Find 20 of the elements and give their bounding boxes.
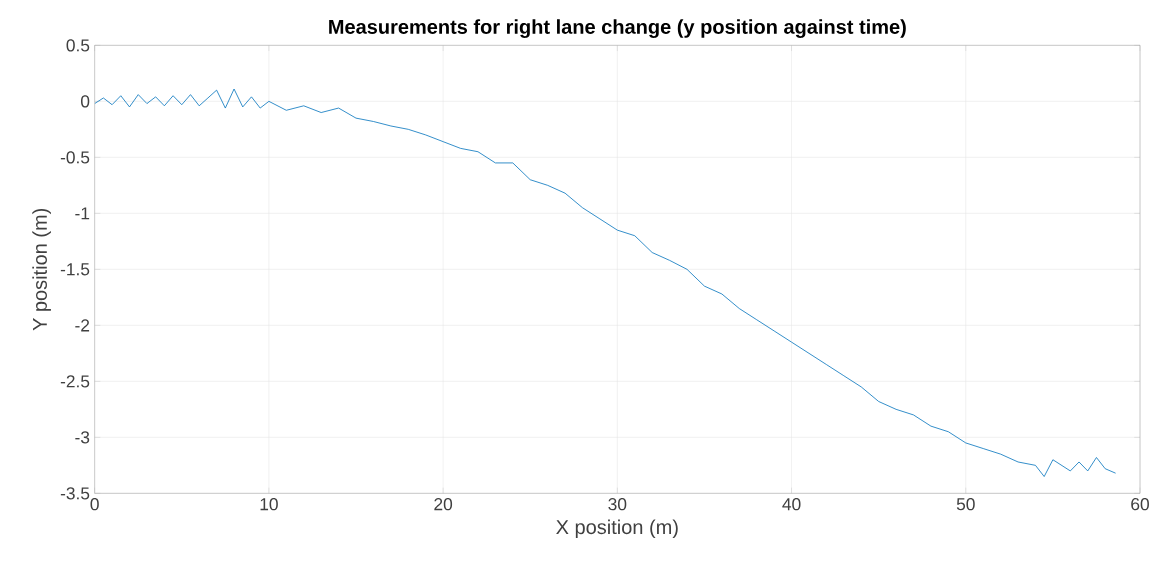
x-tick-label: 60: [1131, 498, 1149, 511]
x-tick-label: 40: [782, 498, 801, 511]
y-tick-label: -2: [75, 319, 90, 332]
chart-title: Measurements for right lane change (y position against time): [329, 19, 906, 38]
x-tick-label: 20: [434, 498, 453, 511]
x-tick-label: 30: [608, 498, 627, 511]
y-tick-label: -3: [75, 431, 90, 444]
x-tick-label: 50: [956, 498, 975, 511]
y-tick-label: -1: [75, 207, 90, 220]
y-tick-label: -3.5: [60, 487, 90, 500]
y-tick-label: -1.5: [60, 263, 90, 276]
y-tick-label: -2.5: [60, 375, 90, 388]
x-tick-label: 10: [260, 498, 278, 511]
y-tick-label: 0.5: [66, 39, 90, 52]
y-axis-title: Y position (m): [32, 208, 51, 331]
x-axis-title: X position (m): [556, 519, 678, 539]
line-series: [94, 88, 1117, 477]
y-tick-label: -0.5: [60, 151, 90, 164]
y-tick-label: 0: [80, 95, 90, 108]
x-tick-label: 0: [90, 498, 99, 511]
